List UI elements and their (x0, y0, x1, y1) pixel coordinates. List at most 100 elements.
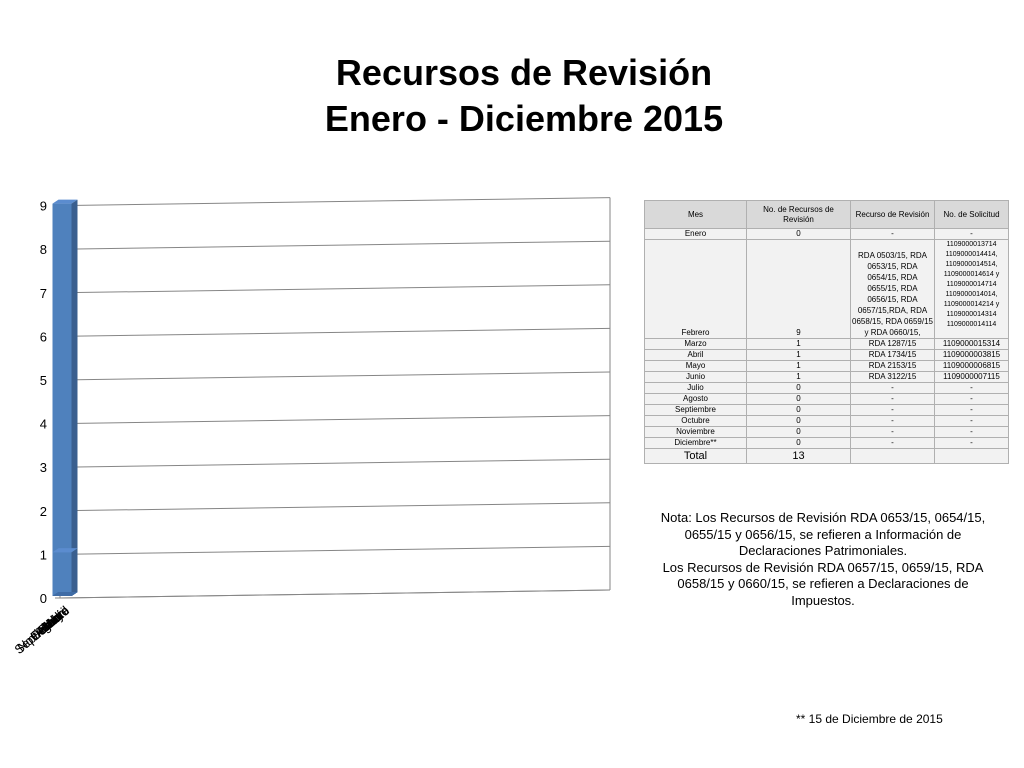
cell-mes: Enero (644, 228, 747, 240)
cell-mes: Marzo (644, 338, 747, 350)
table-row: Abril 1 RDA 1734/15 1109000003815 (644, 349, 1009, 361)
bar-top (52, 592, 78, 596)
slide-title: Recursos de Revisión Enero - Diciembre 2… (0, 50, 1024, 142)
cell-solicitud: - (934, 382, 1009, 394)
y-tick-label: 7 (40, 286, 47, 301)
header-mes: Mes (644, 200, 747, 229)
cell-count: 1 (746, 349, 851, 361)
table-total-row: Total 13 (644, 448, 1009, 464)
cell-recurso: - (850, 404, 935, 416)
table-row: Mayo 1 RDA 2153/15 1109000006815 (644, 360, 1009, 372)
data-table: Mes No. de Recursos de Revisión Recurso … (644, 200, 1009, 464)
total-empty (934, 448, 1009, 464)
cell-mes: Julio (644, 382, 747, 394)
cell-count: 0 (746, 415, 851, 427)
total-value: 13 (746, 448, 851, 464)
cell-solicitud: 1109000007115 (934, 371, 1009, 383)
cell-solicitud: - (934, 228, 1009, 240)
cell-recurso: - (850, 415, 935, 427)
total-label: Total (644, 448, 747, 464)
cell-solicitud: 1109000003815 (934, 349, 1009, 361)
bar-side (71, 548, 78, 596)
y-tick-label: 5 (40, 373, 47, 388)
cell-solicitud: 1109000013714 1109000014414, 11090000145… (934, 239, 1009, 339)
gridline-side (59, 284, 611, 294)
cell-count: 0 (746, 382, 851, 394)
cell-recurso: - (850, 437, 935, 449)
table-row: Enero 0- - (644, 228, 1009, 240)
gridline-side (59, 371, 611, 381)
gridline-side (59, 502, 611, 512)
x-tick-label: Noviembre (14, 603, 72, 655)
cell-count: 1 (746, 371, 851, 383)
cell-count: 9 (746, 239, 851, 339)
total-empty (850, 448, 935, 464)
bar-chart: 0123456789EneroFebreroMarzoAbrilMayoJuni… (11, 197, 611, 657)
cell-solicitud: - (934, 437, 1009, 449)
note-line-2: Los Recursos de Revisión RDA 0657/15, 06… (662, 559, 984, 608)
gridline-side (59, 327, 611, 337)
y-tick-label: 1 (40, 547, 47, 562)
bar-top (52, 548, 78, 553)
cell-solicitud: - (934, 404, 1009, 416)
cell-solicitud: 1109000015314 (934, 338, 1009, 350)
gridline-side (59, 458, 611, 468)
title-line-2: Enero - Diciembre 2015 (324, 98, 724, 139)
footnote: ** 15 de Diciembre de 2015 (796, 712, 943, 726)
y-tick-label: 8 (40, 242, 47, 257)
cell-count: 0 (746, 404, 851, 416)
note-line-1: Nota: Los Recursos de Revisión RDA 0653/… (660, 510, 986, 558)
gridline-side (59, 589, 611, 599)
title-line-1: Recursos de Revisión (335, 52, 713, 93)
gridline-side (59, 197, 611, 207)
header-solicitud: No. de Solicitud (934, 200, 1009, 229)
bar-top (52, 199, 78, 204)
bar (52, 203, 72, 596)
cell-recurso: RDA 1287/15 (850, 338, 935, 350)
cell-recurso: RDA 2153/15 (850, 360, 935, 372)
gridline-side (59, 545, 611, 555)
bar (52, 552, 72, 596)
note-text: Nota: Los Recursos de Revisión RDA 0653/… (652, 510, 994, 609)
cell-recurso: - (850, 382, 935, 394)
y-tick-label: 4 (40, 417, 47, 432)
table-header-row: Mes No. de Recursos de Revisión Recurso … (644, 200, 1009, 229)
cell-mes: Junio (644, 371, 747, 383)
cell-solicitud: - (934, 393, 1009, 405)
y-tick-label: 0 (40, 591, 47, 606)
y-tick-label: 3 (40, 460, 47, 475)
cell-recurso: - (850, 426, 935, 438)
cell-mes: Noviembre (644, 426, 747, 438)
cell-count: 0 (746, 228, 851, 240)
cell-recurso: RDA 1734/15 (850, 349, 935, 361)
table-row: Marzo 1 RDA 1287/15 1109000015314 (644, 338, 1009, 350)
cell-mes: Mayo (644, 360, 747, 372)
cell-recurso: RDA 0503/15, RDA 0653/15, RDA 0654/15, R… (850, 239, 935, 339)
cell-count: 1 (746, 360, 851, 372)
gridline-side (59, 240, 611, 250)
header-recurso: Recurso de Revisión (850, 200, 935, 229)
cell-solicitud: - (934, 426, 1009, 438)
cell-count: 1 (746, 338, 851, 350)
table-row: Julio 0- - (644, 382, 1009, 394)
bar-side (71, 199, 78, 596)
cell-solicitud: - (934, 415, 1009, 427)
table-row: Diciembre** 0- - (644, 437, 1009, 449)
header-count: No. de Recursos de Revisión (746, 200, 851, 229)
cell-recurso: - (850, 393, 935, 405)
y-tick-label: 6 (40, 329, 47, 344)
cell-mes: Octubre (644, 415, 747, 427)
table-row: Junio 1 RDA 3122/15 1109000007115 (644, 371, 1009, 383)
cell-recurso: - (850, 228, 935, 240)
table-row: Octubre 0- - (644, 415, 1009, 427)
table-row: Agosto 0- - (644, 393, 1009, 405)
cell-mes: Diciembre** (644, 437, 747, 449)
cell-count: 0 (746, 393, 851, 405)
table-row: Noviembre 0- - (644, 426, 1009, 438)
cell-mes: Agosto (644, 393, 747, 405)
cell-solicitud: 1109000006815 (934, 360, 1009, 372)
table-row: Febrero 9 RDA 0503/15, RDA 0653/15, RDA 06… (644, 239, 1009, 339)
table-row: Septiembre 0- - (644, 404, 1009, 416)
cell-mes: Abril (644, 349, 747, 361)
cell-count: 0 (746, 437, 851, 449)
